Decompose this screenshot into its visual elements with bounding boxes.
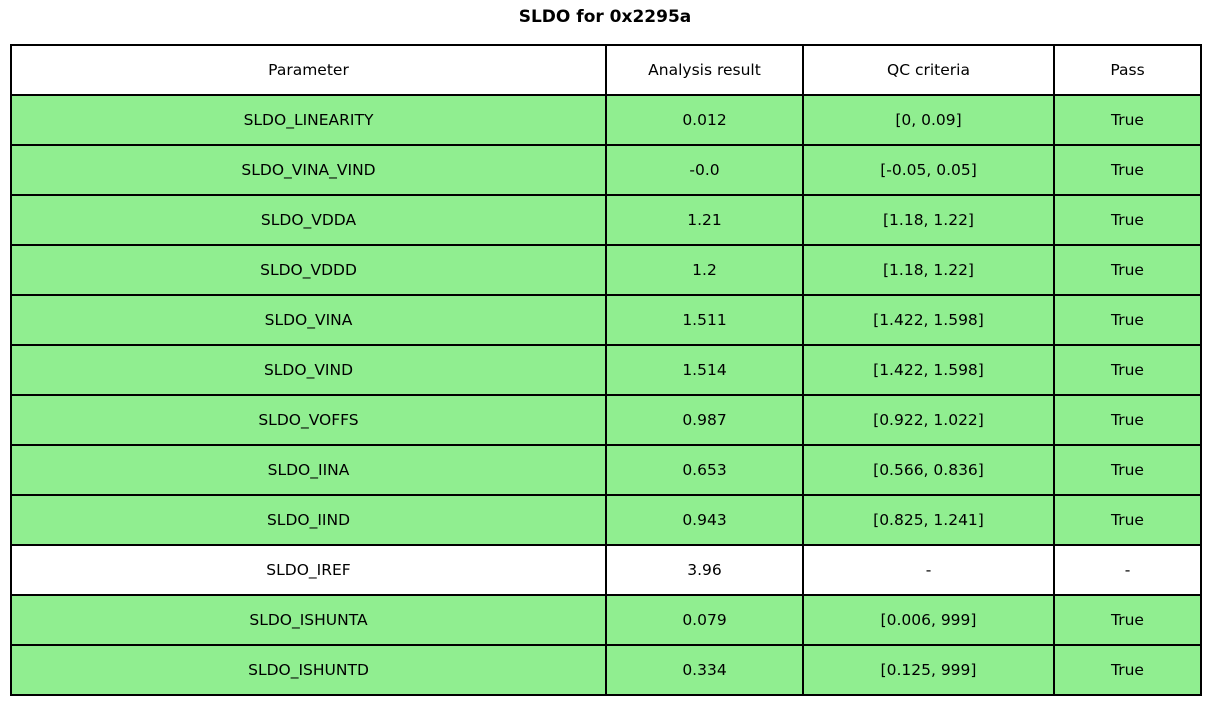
cell-parameter: SLDO_VINA [10,294,607,346]
page-title: SLDO for 0x2295a [518,7,692,27]
table-row: SLDO_ISHUNTA 0.079 [0.006, 999] True [10,594,1202,646]
table-row: SLDO_VDDD 1.2 [1.18, 1.22] True [10,244,1202,296]
cell-parameter: SLDO_ISHUNTD [10,644,607,696]
cell-pass: - [1053,544,1202,596]
table-row: SLDO_VINA 1.511 [1.422, 1.598] True [10,294,1202,346]
cell-parameter: SLDO_LINEARITY [10,94,607,146]
cell-qc-criteria: [0.125, 999] [802,644,1055,696]
cell-parameter: SLDO_VINA_VIND [10,144,607,196]
cell-qc-criteria: [1.422, 1.598] [802,344,1055,396]
cell-pass: True [1053,94,1202,146]
cell-pass: True [1053,144,1202,196]
header-pass: Pass [1053,44,1202,96]
cell-pass: True [1053,644,1202,696]
cell-parameter: SLDO_IIND [10,494,607,546]
cell-analysis-result: 3.96 [605,544,804,596]
cell-analysis-result: -0.0 [605,144,804,196]
cell-qc-criteria: [0.566, 0.836] [802,444,1055,496]
cell-qc-criteria: [1.422, 1.598] [802,294,1055,346]
cell-pass: True [1053,344,1202,396]
table-row: SLDO_IREF 3.96 - - [10,544,1202,596]
cell-parameter: SLDO_VOFFS [10,394,607,446]
cell-analysis-result: 1.511 [605,294,804,346]
cell-qc-criteria: [0.825, 1.241] [802,494,1055,546]
cell-pass: True [1053,394,1202,446]
cell-parameter: SLDO_IINA [10,444,607,496]
cell-parameter: SLDO_VDDD [10,244,607,296]
cell-analysis-result: 0.079 [605,594,804,646]
cell-pass: True [1053,494,1202,546]
cell-analysis-result: 0.653 [605,444,804,496]
cell-parameter: SLDO_ISHUNTA [10,594,607,646]
header-parameter: Parameter [10,44,607,96]
cell-qc-criteria: [0.922, 1.022] [802,394,1055,446]
cell-analysis-result: 0.012 [605,94,804,146]
cell-analysis-result: 1.21 [605,194,804,246]
cell-pass: True [1053,244,1202,296]
table-row: SLDO_IIND 0.943 [0.825, 1.241] True [10,494,1202,546]
cell-pass: True [1053,594,1202,646]
table-row: SLDO_IINA 0.653 [0.566, 0.836] True [10,444,1202,496]
cell-analysis-result: 1.514 [605,344,804,396]
cell-pass: True [1053,444,1202,496]
table-row: SLDO_VIND 1.514 [1.422, 1.598] True [10,344,1202,396]
header-qc-criteria: QC criteria [802,44,1055,96]
cell-analysis-result: 0.987 [605,394,804,446]
cell-analysis-result: 1.2 [605,244,804,296]
cell-analysis-result: 0.334 [605,644,804,696]
cell-pass: True [1053,194,1202,246]
cell-qc-criteria: [1.18, 1.22] [802,244,1055,296]
cell-qc-criteria: - [802,544,1055,596]
cell-parameter: SLDO_IREF [10,544,607,596]
table-row: SLDO_LINEARITY 0.012 [0, 0.09] True [10,94,1202,146]
qc-results-table: Parameter Analysis result QC criteria Pa… [10,44,1202,696]
cell-qc-criteria: [0, 0.09] [802,94,1055,146]
cell-qc-criteria: [1.18, 1.22] [802,194,1055,246]
header-analysis-result: Analysis result [605,44,804,96]
cell-pass: True [1053,294,1202,346]
cell-qc-criteria: [-0.05, 0.05] [802,144,1055,196]
table-row: SLDO_VOFFS 0.987 [0.922, 1.022] True [10,394,1202,446]
table-header-row: Parameter Analysis result QC criteria Pa… [10,44,1202,96]
cell-analysis-result: 0.943 [605,494,804,546]
cell-qc-criteria: [0.006, 999] [802,594,1055,646]
table-row: SLDO_VINA_VIND -0.0 [-0.05, 0.05] True [10,144,1202,196]
cell-parameter: SLDO_VIND [10,344,607,396]
table-row: SLDO_ISHUNTD 0.334 [0.125, 999] True [10,644,1202,696]
table-row: SLDO_VDDA 1.21 [1.18, 1.22] True [10,194,1202,246]
cell-parameter: SLDO_VDDA [10,194,607,246]
